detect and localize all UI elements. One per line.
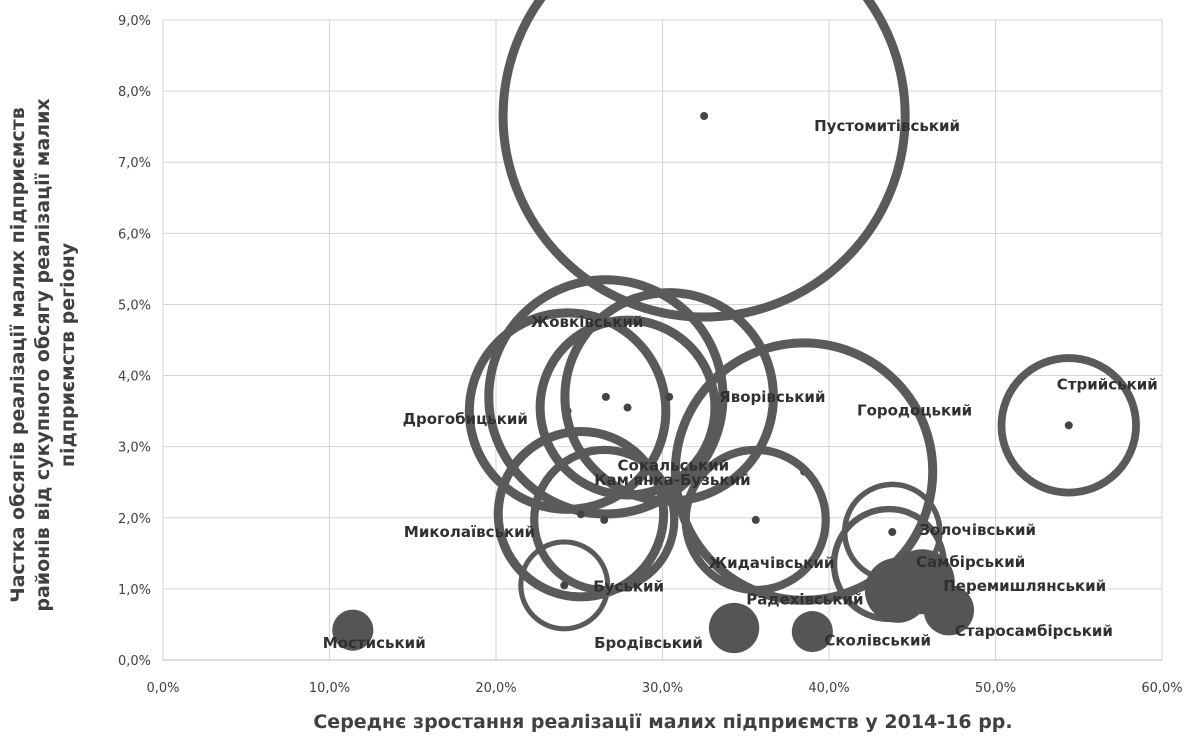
data-label: Миколаївський <box>404 523 535 541</box>
x-tick-label: 0,0% <box>146 681 179 696</box>
bubble-point <box>708 602 760 654</box>
data-label: Перемишлянський <box>943 577 1106 595</box>
data-label: Бродівський <box>594 634 703 652</box>
bubble-center-dot <box>623 403 632 412</box>
y-tick-label: 4,0% <box>118 370 151 385</box>
bubble-center-dot <box>600 515 609 524</box>
bubble-center-dot <box>665 392 674 401</box>
y-tick-label: 8,0% <box>118 85 151 100</box>
y-axis-title-line-1: Частка обсягів реалізації малих підприєм… <box>7 107 29 603</box>
data-label: Золочівський <box>919 521 1036 539</box>
y-tick-label: 5,0% <box>118 298 151 313</box>
x-tick-label: 10,0% <box>309 681 350 696</box>
data-label: Пустомитівський <box>814 117 960 135</box>
data-labels: Пустомитівський Жовківський Дрогобицький Яв… <box>323 117 1158 652</box>
bubble-center-dot <box>576 510 585 519</box>
data-label: Кам'янка-Бузький <box>594 471 750 489</box>
x-axis-title: Середнє зростання реалізації малих підпр… <box>313 711 1012 733</box>
bubble-ring <box>484 275 728 519</box>
data-label: Радехівський <box>746 590 863 608</box>
y-tick-label: 7,0% <box>118 156 151 171</box>
bubble-point <box>791 611 833 653</box>
data-label: Дрогобицький <box>403 410 528 428</box>
bubble-ring <box>498 0 910 322</box>
bubble-point <box>332 609 374 651</box>
x-tick-label: 40,0% <box>808 681 849 696</box>
bubble-center-dot <box>1064 421 1073 430</box>
bubble-point <box>864 557 930 623</box>
y-tick-label: 3,0% <box>118 441 151 456</box>
y-tick-label: 9,0% <box>118 14 151 29</box>
data-label: Мостиський <box>323 634 426 652</box>
data-label: Сокальський <box>618 457 730 475</box>
bubble-ring <box>681 445 830 595</box>
y-tick-label: 2,0% <box>118 512 151 527</box>
bubble-ring <box>464 308 671 514</box>
bubble-point <box>923 585 975 636</box>
x-tick-label: 30,0% <box>642 681 683 696</box>
y-tick-label: 0,0% <box>118 654 151 669</box>
bubble-layer <box>332 0 1140 654</box>
bubble-center-dot <box>560 581 569 590</box>
bubble-center-dot <box>700 112 709 120</box>
bubble-center-dot <box>601 392 610 401</box>
bubble-ring <box>493 427 669 602</box>
data-label: Жидачівський <box>709 554 835 572</box>
x-tick-label: 60,0% <box>1141 681 1182 696</box>
bubble-ring <box>518 539 611 632</box>
data-label: Стрийський <box>1057 375 1158 393</box>
bubble-center-dot <box>888 528 897 536</box>
data-label: Жовківський <box>531 313 644 331</box>
tick-labels: 0,0% 1,0% 2,0% 3,0% 4,0% 5,0% 6,0% 7,0% 8,0% 9,0%… <box>118 14 1183 696</box>
bubble-center-dot <box>751 515 760 524</box>
y-tick-label: 6,0% <box>118 227 151 242</box>
data-label: Сколівський <box>824 632 931 650</box>
data-label: Городоцький <box>857 402 972 420</box>
bubble-ring <box>670 338 938 605</box>
y-axis-title-line-2: районів від сукупного обсягу реалізації … <box>32 98 54 611</box>
data-label: Самбірський <box>916 553 1025 571</box>
bubble-ring <box>997 354 1140 497</box>
data-label: Буський <box>593 577 664 595</box>
y-tick-label: 1,0% <box>118 583 151 598</box>
data-label: Яворівський <box>719 388 825 406</box>
data-label: Старосамбірський <box>955 622 1113 640</box>
x-tick-label: 50,0% <box>975 681 1016 696</box>
x-tick-label: 20,0% <box>475 681 516 696</box>
y-axis-title: Частка обсягів реалізації малих підприєм… <box>7 98 79 611</box>
bubble-ring <box>535 315 720 500</box>
y-axis-title-line-3: підприємств регіону <box>57 242 79 467</box>
